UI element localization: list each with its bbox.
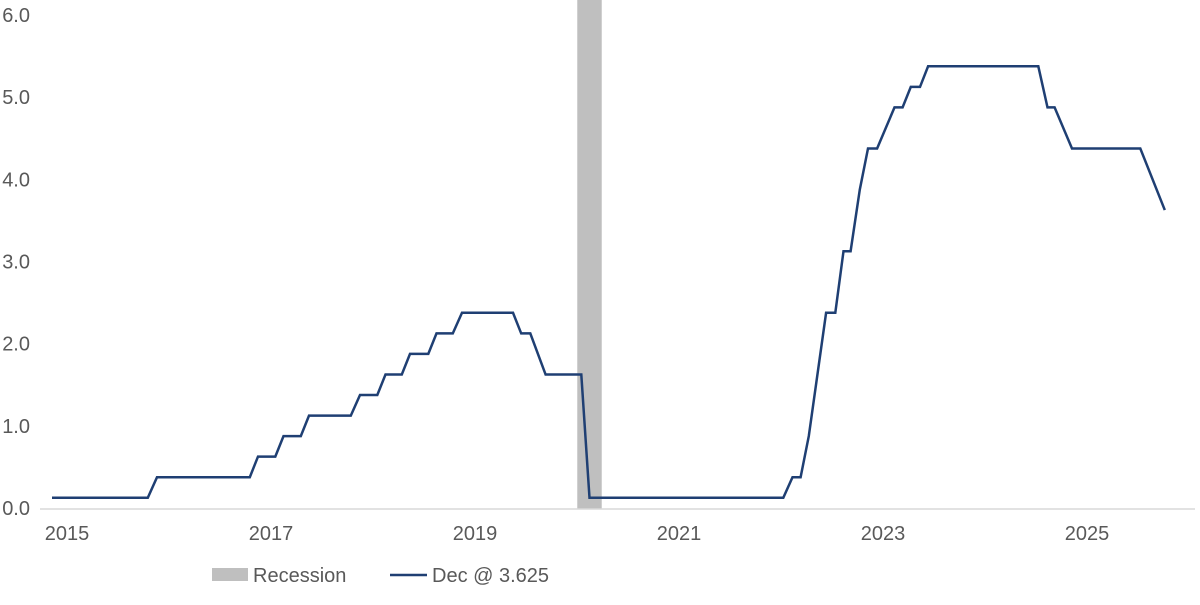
x-tick-label: 2021 [657,523,702,545]
y-tick-label: 1.0 [2,416,30,438]
series-line [52,66,1165,497]
y-axis-ticks: 0.0 1.0 2.0 3.0 4.0 5.0 6.0 [2,5,30,520]
x-tick-label: 2023 [861,523,906,545]
y-tick-label: 0.0 [2,498,30,520]
series-layer [52,66,1165,497]
y-tick-label: 3.0 [2,251,30,273]
legend: Recession Dec @ 3.625 [212,565,549,587]
y-tick-label: 2.0 [2,334,30,356]
x-tick-label: 2025 [1065,523,1110,545]
y-tick-label: 6.0 [2,5,30,27]
x-tick-label: 2019 [453,523,498,545]
legend-series-label: Dec @ 3.625 [432,565,549,587]
x-tick-label: 2015 [45,523,90,545]
recession-bands [577,0,601,509]
legend-recession-swatch [212,568,248,581]
legend-recession-label: Recession [253,565,346,587]
recession-band [577,0,601,509]
x-tick-label: 2017 [249,523,294,545]
y-tick-label: 4.0 [2,169,30,191]
x-axis-ticks: 2015 2017 2019 2021 2023 2025 [45,523,1110,545]
y-tick-label: 5.0 [2,87,30,109]
